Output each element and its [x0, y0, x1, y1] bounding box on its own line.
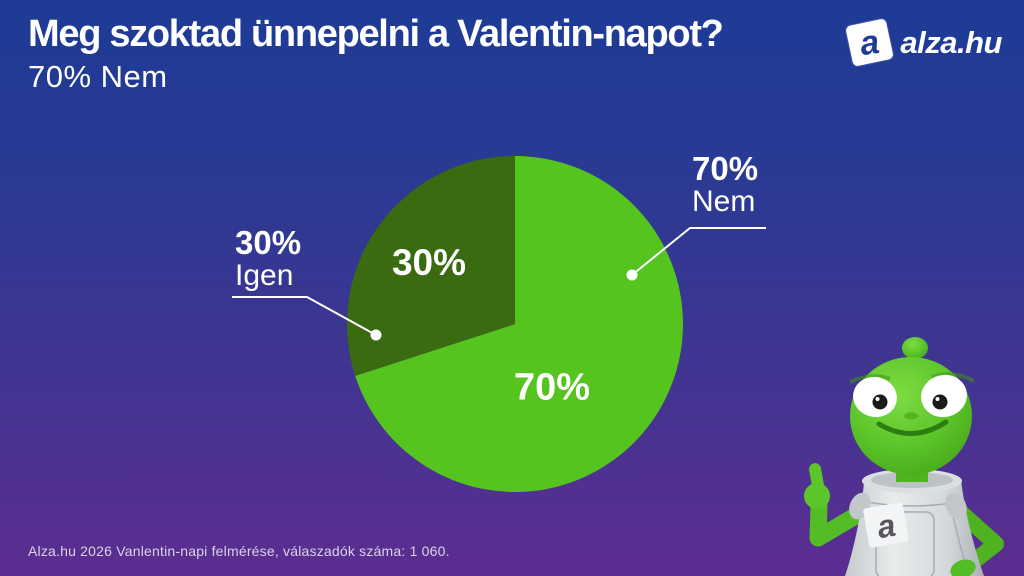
page-subtitle: 70% Nem [28, 59, 168, 95]
alza-logo-letter: a [857, 22, 882, 63]
mascot-badge-letter: a [874, 507, 898, 546]
alza-logo: a alza.hu [845, 18, 1002, 67]
mascot-nose [903, 412, 919, 420]
pie-label-igen: 30% [391, 242, 467, 283]
alza-logo-text: alza.hu [900, 24, 1002, 60]
callout-nem-label: Nem [692, 185, 756, 218]
header: Meg szoktad ünnepelni a Valentin-napot? … [28, 13, 724, 95]
pie-slice-igen [347, 156, 515, 376]
callout-nem: 70% Nem [692, 150, 759, 218]
mascot-chest-badge: a [863, 502, 909, 548]
mascot-right-brow [931, 372, 975, 383]
callout-igen: 30% Igen [235, 224, 302, 292]
callout-nem-percent: 70% [692, 150, 759, 187]
pie-slice-nem [355, 156, 683, 492]
callout-igen-label: Igen [235, 259, 294, 292]
mascot-left-pupil [872, 394, 888, 410]
pie-chart [347, 156, 683, 492]
mascot-smile [876, 419, 949, 436]
mascot-right-glint [935, 397, 940, 401]
source-note: Alza.hu 2026 Vanlentin-napi felmérése, v… [28, 543, 450, 559]
mascot-left-brow [849, 374, 891, 384]
alza-mascot: a [804, 337, 1004, 576]
mascot-left-glint [875, 397, 880, 401]
mascot-antenna-knob [902, 337, 928, 359]
mascot-right-hand [950, 559, 976, 576]
mascot-head [849, 337, 975, 475]
pie-label-nem: 70% [513, 366, 591, 409]
callout-igen-percent: 30% [235, 224, 302, 261]
mascot-right-pupil [932, 394, 948, 410]
page-title: Meg szoktad ünnepelni a Valentin-napot? [28, 13, 724, 55]
mascot-left-arm-thumbs-up [804, 463, 871, 547]
alza-logo-mark-icon: a [845, 18, 895, 67]
